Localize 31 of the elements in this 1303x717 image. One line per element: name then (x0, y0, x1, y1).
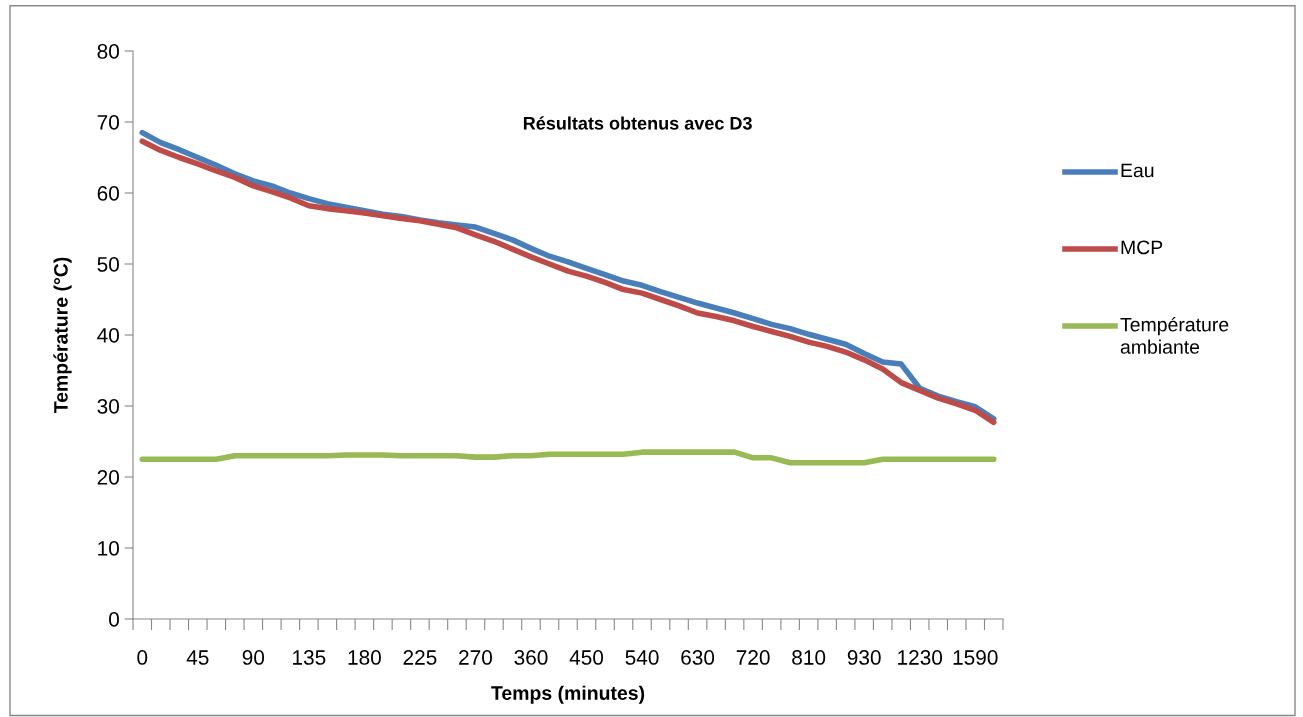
x-tick-label: 1590 (953, 650, 998, 665)
y-tick-label: 70 (97, 115, 119, 130)
x-tick-label: 540 (625, 650, 659, 665)
x-tick-label: 720 (736, 650, 770, 665)
x-tick-label: 930 (847, 650, 881, 665)
text: Résultats obtenus avec D3 (523, 116, 752, 130)
x-tick-label: 270 (459, 650, 493, 665)
x-tick-label: 180 (348, 650, 381, 665)
y-tick-label: 20 (97, 470, 119, 485)
x-tick-label: 135 (293, 650, 326, 665)
legend-label: Eau (1121, 163, 1154, 178)
y-tick-label: 0 (109, 612, 119, 627)
y-tick-label: 10 (98, 541, 119, 556)
y-tick-label: 40 (97, 328, 119, 343)
x-tick-label: 810 (792, 650, 826, 665)
legend-label: Température ambiante (1120, 317, 1229, 354)
x-tick-label: 360 (514, 650, 548, 665)
x-tick-label: 450 (569, 650, 604, 665)
x-tick-label: 0 (137, 650, 148, 665)
legend-label: MCP (1121, 240, 1163, 255)
y-axis-title: Température (°C) (53, 257, 72, 414)
x-tick-label: 90 (242, 650, 265, 665)
x-tick-label: 225 (403, 650, 437, 665)
y-tick-label: 30 (97, 399, 119, 414)
x-tick-label: 630 (681, 650, 715, 665)
x-tick-label: 1230 (898, 650, 943, 665)
y-tick-label: 60 (97, 186, 119, 201)
y-tick-label: 80 (97, 44, 119, 59)
x-tick-label: 45 (186, 650, 209, 665)
x-axis-title: Temps (minutes) (491, 685, 645, 704)
y-tick-label: 50 (97, 257, 119, 272)
